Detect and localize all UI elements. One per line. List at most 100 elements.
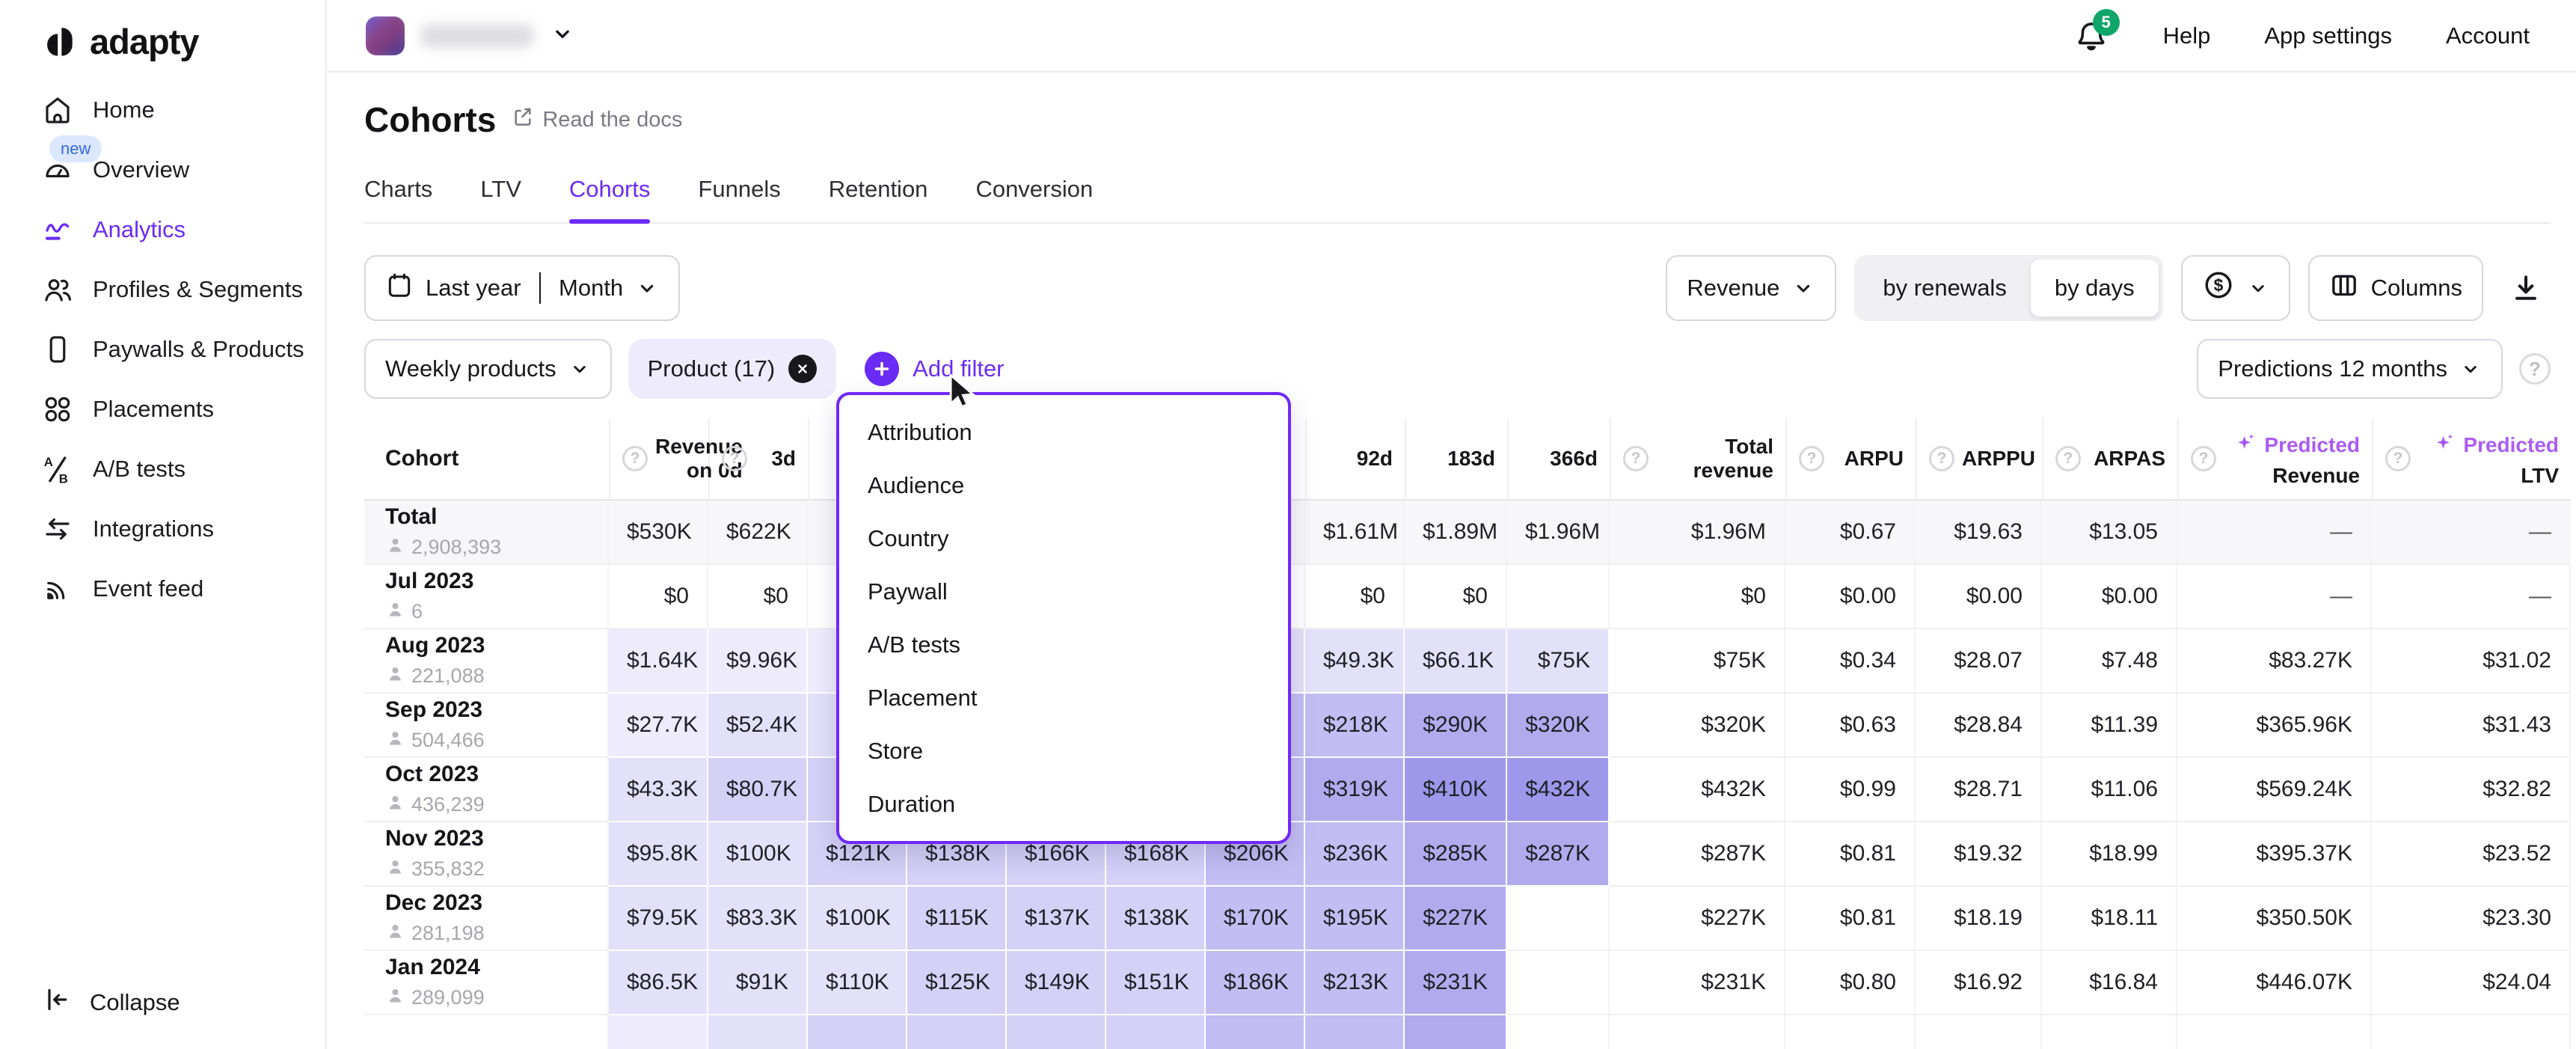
cell-total-revenue: $0 bbox=[1610, 565, 1785, 629]
cell-rev-0d: $86.5K bbox=[609, 951, 708, 1015]
cell-arpu: $0.67 bbox=[1785, 501, 1916, 565]
column-header-92d[interactable]: 92d bbox=[1305, 418, 1405, 501]
column-header-arpas[interactable]: ? ARPAS bbox=[2042, 418, 2177, 501]
remove-filter-button[interactable] bbox=[788, 355, 818, 383]
cell-rev-0d bbox=[609, 1015, 708, 1049]
sidebar-item-integrations[interactable]: Integrations bbox=[0, 499, 325, 559]
help-icon[interactable]: ? bbox=[722, 446, 747, 471]
help-icon[interactable]: ? bbox=[2385, 446, 2411, 471]
products-filter-select[interactable]: Weekly products bbox=[364, 339, 612, 399]
cell-arppu: $16.92 bbox=[1916, 951, 2042, 1015]
logo-text: adapty bbox=[90, 22, 199, 61]
tab-cohorts[interactable]: Cohorts bbox=[568, 176, 650, 224]
tab-ltv[interactable]: LTV bbox=[480, 176, 521, 202]
column-header-predicted-revenue[interactable]: ? Predicted Revenue bbox=[2177, 418, 2372, 501]
column-label: ARPAS bbox=[2094, 446, 2165, 470]
cell-arppu: $18.19 bbox=[1916, 887, 2042, 951]
cell-hidden-2: $115K bbox=[907, 887, 1007, 951]
predictions-help-icon[interactable]: ? bbox=[2519, 353, 2551, 385]
cell-arpas: $16.84 bbox=[2042, 951, 2177, 1015]
tab-conversion[interactable]: Conversion bbox=[975, 176, 1094, 202]
toggle-option-by-days[interactable]: by days bbox=[2030, 260, 2159, 316]
help-icon[interactable]: ? bbox=[622, 446, 648, 471]
cell-183d: $0 bbox=[1405, 565, 1507, 629]
sidebar-item-placements[interactable]: Placements bbox=[0, 379, 325, 439]
help-link[interactable]: Help bbox=[2162, 22, 2211, 49]
column-header-366d[interactable]: 366d bbox=[1507, 418, 1610, 501]
divider bbox=[539, 272, 542, 304]
table-row: Jan 2024 289,099 $86.5K $91K $110K $125K $149K… bbox=[364, 951, 2571, 1015]
columns-button[interactable]: Columns bbox=[2307, 255, 2483, 321]
external-link-icon bbox=[511, 105, 535, 135]
filter-menu-item-duration[interactable]: Duration bbox=[868, 790, 956, 817]
column-header-3d[interactable]: ? 3d bbox=[708, 418, 808, 501]
person-icon bbox=[385, 985, 405, 1011]
sidebar-item-ab-tests[interactable]: A B A/B tests bbox=[0, 439, 325, 499]
filter-menu-item-a-b-tests[interactable]: A/B tests bbox=[868, 631, 961, 658]
help-icon[interactable]: ? bbox=[2055, 446, 2081, 471]
cell-arpas: $7.48 bbox=[2042, 629, 2177, 694]
cohort-cell: Sep 2023 504,466 bbox=[364, 694, 609, 758]
cell-arpu: $0.63 bbox=[1785, 694, 1916, 758]
cell-predicted-ltv: $24.04 bbox=[2372, 951, 2571, 1015]
filter-menu-item-attribution[interactable]: Attribution bbox=[868, 418, 972, 445]
column-header-rev-0d[interactable]: ? Revenue on 0d bbox=[609, 418, 743, 501]
help-icon[interactable]: ? bbox=[2191, 446, 2216, 471]
column-header-predicted-ltv[interactable]: ? Predicted LTV bbox=[2372, 418, 2571, 501]
cell-183d bbox=[1405, 1015, 1507, 1049]
column-header-total-revenue[interactable]: ? Total revenue bbox=[1610, 418, 1785, 501]
cell-arpas bbox=[2042, 1015, 2177, 1049]
sidebar-item-analytics[interactable]: Analytics bbox=[0, 200, 325, 260]
toggle-option-by-renewals[interactable]: by renewals bbox=[1883, 275, 2007, 301]
account-link[interactable]: Account bbox=[2445, 22, 2530, 49]
help-icon[interactable]: ? bbox=[1623, 446, 1649, 471]
filter-menu-item-paywall[interactable]: Paywall bbox=[868, 578, 948, 605]
cell-366d: $75K bbox=[1507, 629, 1610, 694]
add-filter-button[interactable]: Add filter bbox=[865, 352, 1005, 386]
currency-select[interactable]: $ bbox=[2180, 255, 2290, 321]
column-header-cohort[interactable]: Cohort bbox=[364, 418, 609, 501]
person-icon bbox=[385, 792, 405, 818]
filter-menu-item-country[interactable]: Country bbox=[868, 524, 949, 551]
collapse-button[interactable]: Collapse bbox=[42, 985, 180, 1021]
cohort-cell: Jul 2023 6 bbox=[364, 565, 609, 629]
tab-funnels[interactable]: Funnels bbox=[698, 176, 781, 202]
predictions-select[interactable]: Predictions 12 months bbox=[2197, 339, 2503, 399]
read-the-docs-link[interactable]: Read the docs bbox=[511, 105, 682, 135]
date-range-button[interactable]: Last year Month bbox=[364, 255, 681, 321]
sidebar-item-home[interactable]: Home bbox=[0, 80, 325, 140]
filter-menu-item-audience[interactable]: Audience bbox=[868, 471, 965, 498]
notifications-button[interactable]: 5 bbox=[2073, 8, 2120, 54]
tab-charts[interactable]: Charts bbox=[364, 176, 433, 202]
sidebar-item-profiles-segments[interactable]: Profiles & Segments bbox=[0, 260, 325, 319]
phone-icon bbox=[42, 334, 73, 365]
product-filter-chip[interactable]: Product (17) bbox=[628, 339, 837, 399]
download-button[interactable] bbox=[2501, 255, 2551, 321]
workspace-selector[interactable] bbox=[366, 16, 575, 55]
help-icon[interactable]: ? bbox=[1929, 446, 1954, 471]
cell-predicted-ltv: $32.82 bbox=[2372, 758, 2571, 822]
topbar-right: 5 Help App settings Account bbox=[2073, 8, 2530, 54]
bell-icon bbox=[2073, 22, 2109, 59]
calendar-icon bbox=[385, 271, 414, 305]
metric-select[interactable]: Revenue bbox=[1666, 255, 1837, 321]
column-header-arpu[interactable]: ? ARPU bbox=[1785, 418, 1916, 501]
sidebar-item-label: Analytics bbox=[93, 216, 186, 242]
sidebar-item-label: Event feed bbox=[93, 575, 204, 602]
tab-retention[interactable]: Retention bbox=[828, 176, 928, 202]
filter-menu-item-store[interactable]: Store bbox=[868, 737, 924, 764]
sidebar-item-paywalls-products[interactable]: Paywalls & Products bbox=[0, 319, 325, 379]
sidebar-item-event-feed[interactable]: Event feed bbox=[0, 559, 325, 619]
sidebar-item-overview[interactable]: new Overview bbox=[0, 135, 325, 200]
column-header-183d[interactable]: 183d bbox=[1405, 418, 1507, 501]
help-icon[interactable]: ? bbox=[1799, 446, 1824, 471]
app-settings-link[interactable]: App settings bbox=[2264, 22, 2392, 49]
collapse-icon bbox=[42, 985, 72, 1021]
cohort-label: Total bbox=[385, 504, 438, 529]
column-header-arppu[interactable]: ? ARPPU bbox=[1916, 418, 2042, 501]
filter-menu-item-placement[interactable]: Placement bbox=[868, 684, 978, 711]
adapty-logo[interactable]: adapty bbox=[0, 0, 325, 62]
chevron-down-icon bbox=[573, 366, 586, 373]
cell-predicted-revenue: $365.96K bbox=[2177, 694, 2372, 758]
cell-183d: $66.1K bbox=[1405, 629, 1507, 694]
